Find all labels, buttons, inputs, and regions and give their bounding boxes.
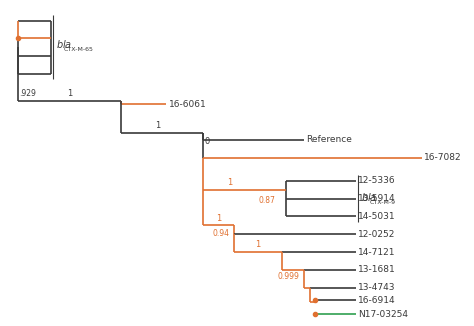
Text: 16-6061: 16-6061	[169, 100, 206, 109]
Text: 0.94: 0.94	[213, 229, 230, 238]
Text: $bla$: $bla$	[362, 191, 378, 203]
Text: 1: 1	[255, 240, 261, 249]
Text: 14-5031: 14-5031	[358, 212, 396, 221]
Text: 0.87: 0.87	[259, 196, 275, 205]
Text: 16-6914: 16-6914	[358, 296, 396, 304]
Text: $bla$: $bla$	[56, 38, 72, 50]
Text: CTX-M-9: CTX-M-9	[369, 200, 395, 205]
Text: 14-7121: 14-7121	[358, 247, 396, 257]
Text: .929: .929	[19, 89, 36, 98]
Text: 1: 1	[67, 89, 72, 98]
Text: 12-5336: 12-5336	[358, 176, 396, 185]
Text: N17-03254: N17-03254	[358, 310, 409, 319]
Text: 1: 1	[216, 214, 221, 223]
Text: 0.999: 0.999	[278, 273, 300, 281]
Text: 1: 1	[155, 121, 160, 130]
Text: CTX-M-65: CTX-M-65	[64, 47, 94, 52]
Text: 13-5914: 13-5914	[358, 194, 396, 203]
Text: 0: 0	[205, 137, 210, 146]
Text: 16-7082: 16-7082	[424, 153, 462, 162]
Text: 1: 1	[227, 178, 232, 187]
Text: 13-4743: 13-4743	[358, 283, 396, 292]
Text: Reference: Reference	[306, 135, 352, 144]
Text: 13-1681: 13-1681	[358, 265, 396, 274]
Text: 12-0252: 12-0252	[358, 230, 396, 239]
